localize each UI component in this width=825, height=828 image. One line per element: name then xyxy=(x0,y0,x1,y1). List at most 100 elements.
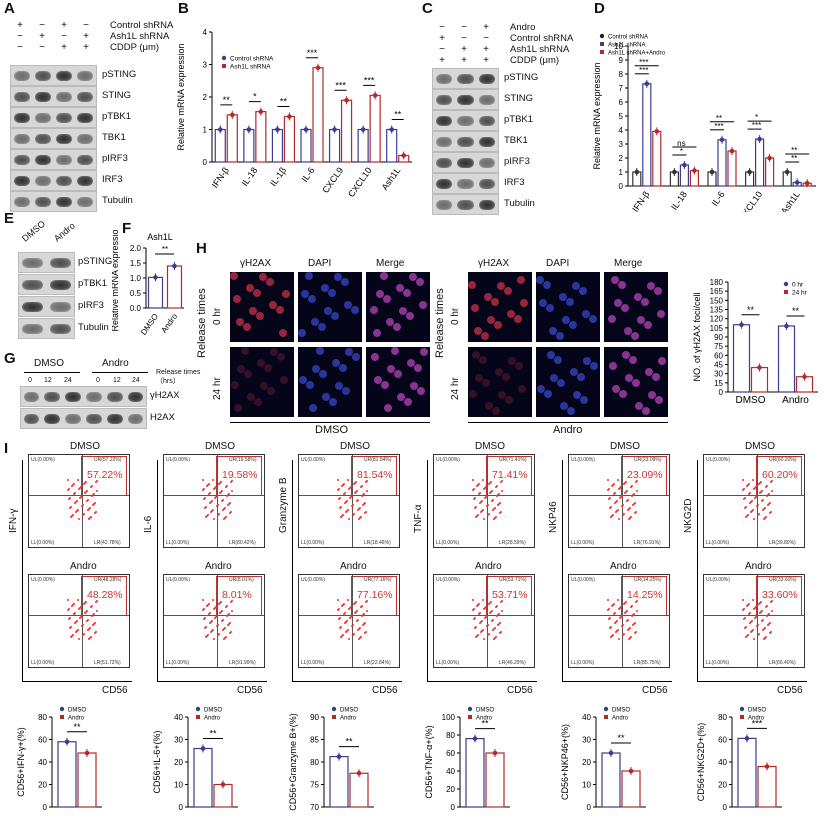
event-dot xyxy=(361,605,363,607)
y-tick-label: 0 xyxy=(723,803,728,812)
event-dot xyxy=(473,608,475,610)
event-dot xyxy=(622,634,624,636)
blot-band xyxy=(435,136,453,147)
event-dot xyxy=(363,613,365,615)
event-dot xyxy=(95,481,97,483)
event-dot xyxy=(346,510,348,512)
event-dot xyxy=(88,638,90,640)
event-dot xyxy=(498,503,500,505)
blot-band xyxy=(86,413,102,424)
event-dot xyxy=(92,494,94,496)
event-dot xyxy=(359,507,361,509)
event-dot xyxy=(225,516,227,518)
event-dot xyxy=(224,507,226,509)
event-dot xyxy=(472,479,474,481)
event-dot xyxy=(494,507,496,509)
blot-band xyxy=(435,94,453,105)
nucleus xyxy=(373,329,381,337)
condition-sign: − xyxy=(17,42,23,53)
blot-band xyxy=(56,196,73,207)
event-dot xyxy=(352,624,354,626)
event-dot xyxy=(764,507,766,509)
y-tick-label: 70 xyxy=(310,803,319,812)
data-point xyxy=(258,109,264,114)
nucleus xyxy=(312,365,320,373)
event-dot xyxy=(344,622,346,624)
event-dot xyxy=(341,515,343,517)
event-dot xyxy=(75,621,77,623)
blot-label: pSTING xyxy=(504,71,539,83)
quadrant-line xyxy=(434,615,534,616)
event-dot xyxy=(756,625,758,627)
event-dot xyxy=(483,488,485,490)
bar xyxy=(485,752,505,808)
blot-label: TBK1 xyxy=(102,131,126,143)
event-dot xyxy=(745,506,747,508)
bar xyxy=(757,765,777,808)
nucleus xyxy=(637,316,645,324)
event-dot xyxy=(351,625,353,627)
event-dot xyxy=(347,509,349,511)
event-dot xyxy=(494,627,496,629)
event-dot xyxy=(225,636,227,638)
nucleus xyxy=(270,348,278,356)
nucleus xyxy=(266,278,274,286)
significance-label: ** xyxy=(747,305,755,315)
blot-band xyxy=(22,301,44,312)
event-dot xyxy=(69,497,71,499)
quadrant-ul: UL(0.00%) xyxy=(166,577,190,583)
event-dot xyxy=(630,516,632,518)
event-dot xyxy=(208,603,210,605)
event-dot xyxy=(83,483,85,485)
blot-label: IRF3 xyxy=(102,173,123,185)
event-dot xyxy=(478,613,480,615)
event-dot xyxy=(761,620,763,622)
quadrant-line xyxy=(434,495,534,496)
group-label: Andro xyxy=(102,358,129,369)
event-dot xyxy=(343,603,345,605)
y-arrow xyxy=(697,460,698,682)
blot-band xyxy=(56,112,73,123)
nucleus xyxy=(339,364,347,372)
event-dot xyxy=(85,601,87,603)
event-dot xyxy=(210,631,212,633)
nucleus xyxy=(420,348,428,356)
blot-band xyxy=(478,178,496,189)
event-dot xyxy=(761,610,763,612)
significance-label: ** xyxy=(791,146,797,155)
blot-label: TBK1 xyxy=(504,134,528,146)
event-dot xyxy=(73,493,75,495)
event-dot xyxy=(202,489,204,491)
event-dot xyxy=(480,511,482,513)
event-dot xyxy=(359,627,361,629)
y-tick-label: 85 xyxy=(310,736,319,745)
event-dot xyxy=(77,599,79,601)
nucleus xyxy=(269,301,277,309)
event-dot xyxy=(479,492,481,494)
blot-strip xyxy=(432,110,499,131)
flow-title: DMSO xyxy=(70,441,100,452)
nucleus xyxy=(409,273,417,281)
event-dot xyxy=(769,622,771,624)
event-dot xyxy=(350,616,352,618)
nucleus xyxy=(410,382,418,390)
flow-title: DMSO xyxy=(205,441,235,452)
bar xyxy=(755,138,765,187)
nucleus xyxy=(299,376,307,384)
event-dot xyxy=(222,499,224,501)
blot-band xyxy=(77,154,94,165)
event-dot xyxy=(767,494,769,496)
panel-label-h: H xyxy=(196,240,207,257)
nucleus xyxy=(417,387,425,395)
event-dot xyxy=(354,492,356,494)
event-dot xyxy=(74,502,76,504)
condition-label: Ash1L shRNA xyxy=(510,44,570,55)
y-tick-label: 40 xyxy=(174,713,183,722)
event-dot xyxy=(77,509,79,511)
legend-marker xyxy=(739,706,745,712)
event-dot xyxy=(629,637,631,639)
event-dot xyxy=(624,602,626,604)
condition-sign: − xyxy=(17,31,23,42)
blot-band xyxy=(457,73,474,84)
y-tick-label: 120 xyxy=(710,315,724,324)
